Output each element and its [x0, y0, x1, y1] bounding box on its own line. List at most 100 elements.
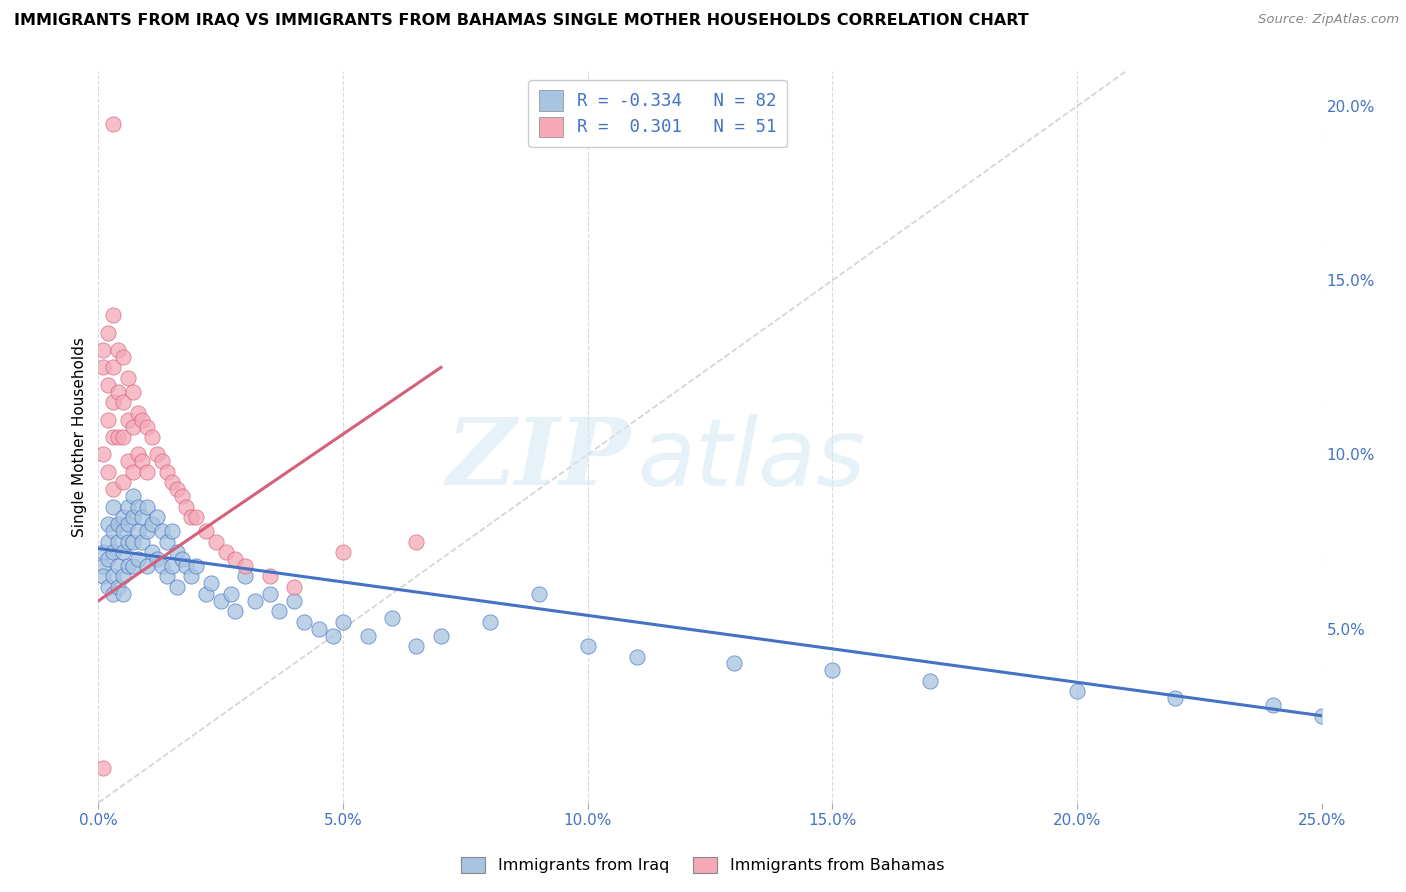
Point	[224, 552, 246, 566]
Point	[127, 552, 149, 566]
Point	[259, 587, 281, 601]
Point	[121, 384, 143, 399]
Point	[233, 569, 256, 583]
Point	[170, 489, 193, 503]
Point	[91, 558, 114, 573]
Point	[214, 545, 236, 559]
Point	[97, 326, 120, 340]
Point	[107, 517, 129, 532]
Point	[186, 558, 208, 573]
Point	[117, 500, 139, 514]
Point	[91, 360, 114, 375]
Point	[117, 454, 139, 468]
Point	[107, 580, 129, 594]
Point	[101, 430, 124, 444]
Point	[233, 558, 256, 573]
Point	[146, 510, 169, 524]
Point	[527, 587, 550, 601]
Point	[381, 611, 404, 625]
Point	[170, 552, 193, 566]
Point	[405, 534, 427, 549]
Point	[101, 500, 124, 514]
Point	[160, 558, 183, 573]
Point	[111, 510, 134, 524]
Point	[166, 545, 188, 559]
Point	[121, 534, 143, 549]
Point	[107, 534, 129, 549]
Text: ZIP: ZIP	[446, 414, 630, 504]
Point	[243, 594, 266, 608]
Point	[920, 673, 942, 688]
Point	[107, 430, 129, 444]
Point	[160, 524, 183, 538]
Point	[101, 360, 124, 375]
Point	[180, 569, 202, 583]
Point	[97, 534, 120, 549]
Point	[209, 594, 232, 608]
Point	[156, 569, 179, 583]
Point	[107, 558, 129, 573]
Point	[259, 569, 281, 583]
Point	[821, 664, 844, 678]
Point	[430, 629, 453, 643]
Point	[127, 406, 149, 420]
Point	[186, 510, 208, 524]
Point	[111, 430, 134, 444]
Point	[107, 384, 129, 399]
Point	[136, 465, 159, 479]
Point	[91, 448, 114, 462]
Point	[131, 534, 153, 549]
Point	[97, 580, 120, 594]
Y-axis label: Single Mother Households: Single Mother Households	[72, 337, 87, 537]
Point	[111, 524, 134, 538]
Point	[97, 465, 120, 479]
Point	[200, 576, 222, 591]
Point	[141, 430, 163, 444]
Point	[127, 448, 149, 462]
Point	[117, 534, 139, 549]
Point	[97, 517, 120, 532]
Point	[219, 587, 242, 601]
Point	[136, 419, 159, 434]
Point	[121, 489, 143, 503]
Point	[101, 545, 124, 559]
Point	[111, 587, 134, 601]
Point	[1310, 708, 1333, 723]
Point	[269, 604, 291, 618]
Point	[283, 594, 305, 608]
Point	[117, 517, 139, 532]
Point	[127, 500, 149, 514]
Point	[117, 558, 139, 573]
Point	[150, 558, 173, 573]
Point	[111, 569, 134, 583]
Point	[176, 558, 198, 573]
Point	[101, 308, 124, 322]
Text: atlas: atlas	[637, 414, 865, 505]
Point	[101, 569, 124, 583]
Text: IMMIGRANTS FROM IRAQ VS IMMIGRANTS FROM BAHAMAS SINGLE MOTHER HOUSEHOLDS CORRELA: IMMIGRANTS FROM IRAQ VS IMMIGRANTS FROM …	[14, 13, 1029, 29]
Point	[146, 552, 169, 566]
Point	[146, 448, 169, 462]
Point	[101, 524, 124, 538]
Point	[332, 545, 354, 559]
Point	[195, 587, 218, 601]
Point	[97, 412, 120, 426]
Point	[176, 500, 198, 514]
Point	[121, 510, 143, 524]
Point	[111, 350, 134, 364]
Point	[205, 534, 228, 549]
Point	[91, 761, 114, 775]
Point	[97, 552, 120, 566]
Point	[626, 649, 648, 664]
Point	[1164, 691, 1187, 706]
Point	[117, 412, 139, 426]
Point	[111, 475, 134, 490]
Legend: Immigrants from Iraq, Immigrants from Bahamas: Immigrants from Iraq, Immigrants from Ba…	[456, 850, 950, 880]
Point	[292, 615, 315, 629]
Point	[1261, 698, 1284, 713]
Point	[91, 343, 114, 357]
Point	[121, 465, 143, 479]
Point	[136, 524, 159, 538]
Point	[150, 454, 173, 468]
Point	[166, 483, 188, 497]
